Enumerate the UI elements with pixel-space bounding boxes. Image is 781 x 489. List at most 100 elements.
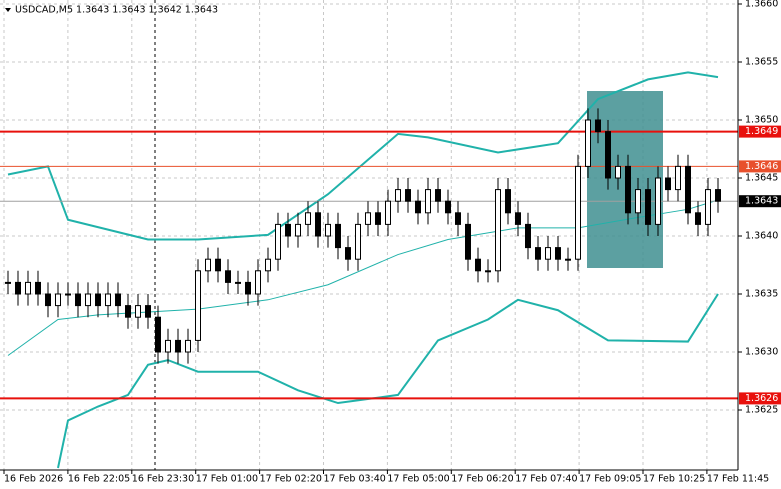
- candle-body: [225, 270, 231, 283]
- candle-body: [5, 281, 11, 284]
- price-label: 1.3646: [745, 161, 778, 172]
- plot: [0, 71, 738, 469]
- candle-body: [155, 316, 161, 353]
- candle-body: [535, 247, 541, 260]
- candle-body: [525, 223, 531, 249]
- candle-body: [325, 223, 331, 237]
- candle-body: [215, 258, 221, 272]
- candle-body: [55, 293, 61, 307]
- candle-body: [665, 177, 671, 191]
- candle-body: [75, 293, 81, 307]
- candle-body: [555, 247, 561, 260]
- x-tick-label: 17 Feb 01:00: [196, 474, 258, 485]
- y-tick-label: 1.3635: [745, 289, 778, 300]
- x-tick-label: 17 Feb 07:40: [515, 474, 577, 485]
- candle-body: [15, 281, 21, 295]
- candle-body: [235, 281, 241, 284]
- candle-body: [305, 212, 311, 225]
- candle-body: [195, 270, 201, 341]
- candle-body: [455, 212, 461, 225]
- candle-body: [135, 305, 141, 318]
- candle-body: [25, 281, 31, 295]
- candle-body: [475, 258, 481, 272]
- candle-body: [505, 189, 511, 214]
- candle-body: [45, 293, 51, 307]
- x-tick-label: 16 Feb 2026: [4, 474, 63, 485]
- candle-body: [105, 293, 111, 307]
- chart-title: USDCAD,M5 1.3643 1.3643 1.3642 1.3643: [15, 5, 218, 16]
- candle-body: [35, 281, 41, 295]
- candle-body: [295, 223, 301, 237]
- price-label-bg: [739, 125, 781, 138]
- candle-body: [565, 258, 571, 261]
- candle-body: [675, 165, 681, 191]
- candle-body: [685, 165, 691, 214]
- candle-body: [485, 270, 491, 273]
- x-tick-label: 16 Feb 23:30: [132, 474, 194, 485]
- candle-body: [315, 212, 321, 237]
- candle-body: [705, 189, 711, 225]
- x-tick-label: 17 Feb 02:20: [260, 474, 322, 485]
- candle-body: [595, 119, 601, 133]
- candle-body: [615, 165, 621, 179]
- candle-body: [585, 119, 591, 167]
- candle-body: [95, 293, 101, 307]
- x-tick-label: 17 Feb 03:40: [324, 474, 386, 485]
- price-label-bg: [739, 160, 781, 173]
- candle-body: [715, 189, 721, 202]
- candle-body: [125, 305, 131, 318]
- candle-body: [285, 223, 291, 237]
- y-tick-label: 1.3650: [745, 115, 778, 126]
- candle-body: [695, 212, 701, 225]
- candle-body: [465, 223, 471, 260]
- candle-body: [635, 189, 641, 214]
- x-tick-label: 17 Feb 06:20: [451, 474, 513, 485]
- candle-body: [575, 165, 581, 260]
- candle-body: [185, 339, 191, 353]
- price-label-bg: [739, 195, 781, 208]
- candle-body: [115, 293, 121, 307]
- candle-body: [175, 339, 181, 353]
- candle-body: [385, 200, 391, 225]
- candle-body: [275, 223, 281, 260]
- candle-body: [445, 200, 451, 214]
- y-tick-label: 1.3645: [745, 173, 778, 184]
- candle-body: [415, 200, 421, 214]
- x-tick-label: 16 Feb 22:05: [68, 474, 130, 485]
- bollinger-band: [57, 293, 719, 469]
- candle-body: [365, 212, 371, 225]
- y-tick-label: 1.3625: [745, 405, 778, 416]
- candle-body: [345, 247, 351, 260]
- candle-body: [395, 189, 401, 202]
- candle-body: [245, 281, 251, 295]
- candle-body: [625, 165, 631, 214]
- y-tick-label: 1.3640: [745, 231, 778, 242]
- y-tick-label: 1.3630: [745, 347, 778, 358]
- candle-body: [545, 247, 551, 260]
- candle-body: [515, 212, 521, 225]
- menu-arrow[interactable]: [5, 8, 11, 12]
- candle-body: [435, 189, 441, 202]
- candle-body: [255, 270, 261, 295]
- y-tick-label: 1.3655: [745, 57, 778, 68]
- price-label: 1.3643: [745, 196, 778, 207]
- bollinger-band: [7, 71, 719, 241]
- candle-body: [265, 258, 271, 272]
- candle-body: [425, 189, 431, 214]
- x-tick-label: 17 Feb 11:45: [707, 474, 769, 485]
- candle-body: [165, 339, 171, 353]
- x-tick-label: 17 Feb 10:25: [643, 474, 705, 485]
- y-tick-label: 1.3660: [745, 0, 778, 10]
- candle-body: [205, 258, 211, 272]
- candle-body: [355, 223, 361, 260]
- x-tick-label: 17 Feb 05:00: [387, 474, 449, 485]
- candle-body: [645, 189, 651, 225]
- price-label: 1.3626: [745, 393, 778, 404]
- x-tick-label: 17 Feb 09:05: [579, 474, 641, 485]
- candle-body: [375, 212, 381, 225]
- candle-body: [495, 189, 501, 272]
- candle-body: [65, 293, 71, 296]
- candle-body: [335, 223, 341, 249]
